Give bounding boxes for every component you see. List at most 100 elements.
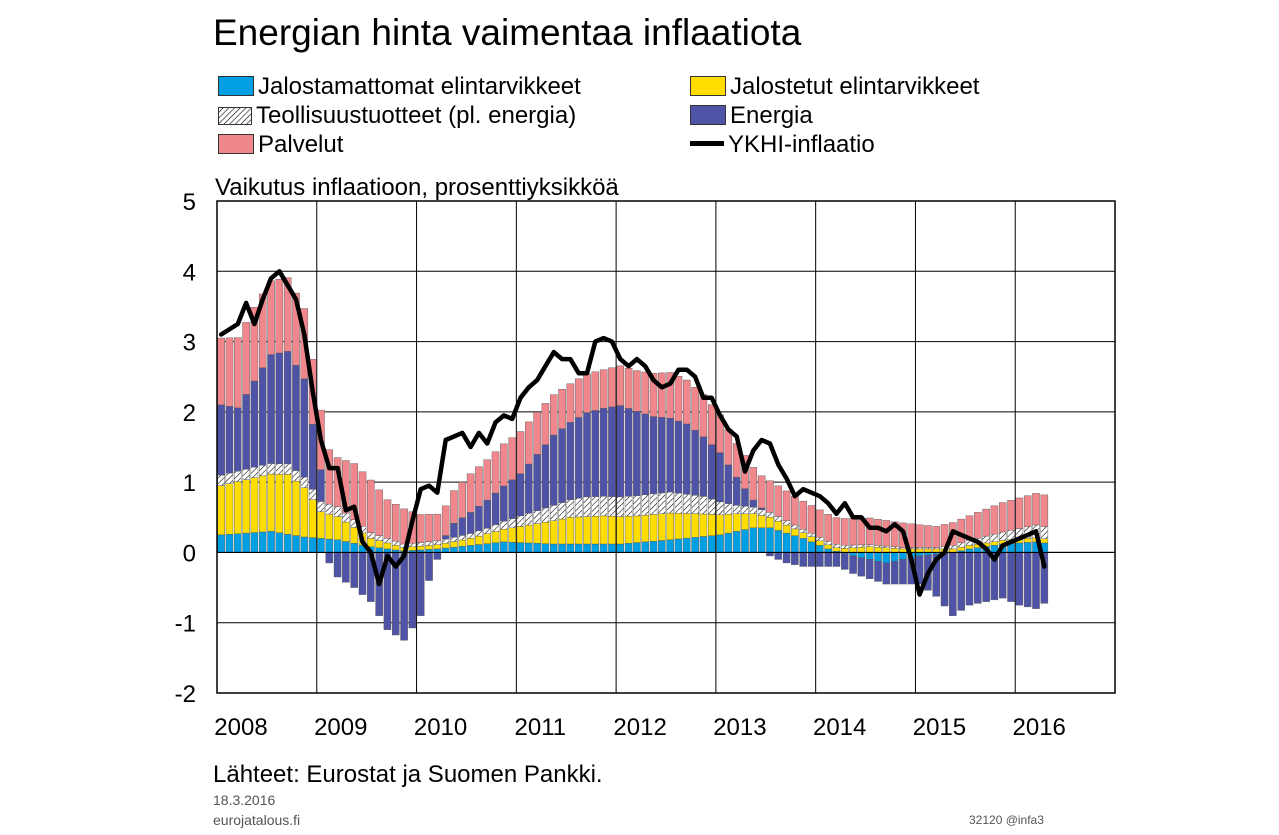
bar-segment bbox=[824, 544, 832, 550]
bar-segment bbox=[824, 552, 832, 567]
bar-segment bbox=[392, 545, 400, 551]
bar-segment bbox=[841, 553, 849, 570]
bar-segment bbox=[641, 494, 649, 516]
bar-segment bbox=[383, 499, 392, 539]
bar-segment bbox=[292, 364, 300, 471]
bar-segment bbox=[416, 542, 425, 547]
bar-segment bbox=[375, 535, 383, 541]
bar-segment bbox=[408, 552, 417, 629]
bar-segment bbox=[500, 520, 508, 530]
bar-segment bbox=[816, 545, 824, 553]
bar-segment bbox=[591, 410, 600, 497]
bar-segment bbox=[549, 543, 558, 553]
bar-segment bbox=[258, 465, 267, 477]
bar-segment bbox=[807, 552, 816, 567]
bar-segment bbox=[674, 492, 683, 514]
bar-segment bbox=[533, 454, 541, 511]
bar-segment bbox=[475, 530, 483, 537]
bar-segment bbox=[450, 541, 458, 548]
bar-segment bbox=[483, 459, 491, 501]
bar-segment bbox=[516, 431, 525, 474]
bar-segment bbox=[774, 516, 783, 522]
bar-segment bbox=[292, 470, 300, 482]
bar-segment bbox=[757, 527, 766, 553]
bar-segment bbox=[450, 490, 458, 524]
bar-segment bbox=[583, 496, 591, 517]
bar-segment bbox=[566, 517, 575, 545]
bar-segment bbox=[558, 518, 566, 545]
bar-segment bbox=[990, 505, 999, 535]
bar-segment bbox=[757, 507, 766, 510]
x-tick-label: 2010 bbox=[414, 714, 467, 741]
bar-segment bbox=[1015, 542, 1024, 553]
bar-segment bbox=[707, 444, 716, 500]
bar-segment bbox=[242, 322, 250, 395]
legend-label-unprocessed-food: Jalostamattomat elintarvikkeet bbox=[258, 73, 581, 100]
bar-segment bbox=[616, 405, 625, 498]
legend-swatch-services bbox=[218, 134, 254, 154]
x-tick-label: 2014 bbox=[813, 714, 866, 741]
bar-segment bbox=[683, 537, 691, 553]
bar-segment bbox=[699, 536, 708, 553]
bar-segment bbox=[566, 543, 575, 553]
bar-segment bbox=[816, 552, 824, 567]
bar-segment bbox=[525, 542, 533, 553]
bar-segment bbox=[308, 424, 317, 490]
bar-segment bbox=[267, 280, 275, 355]
bar-segment bbox=[300, 536, 309, 553]
chart-code: 32120 @infa3 bbox=[969, 813, 1044, 827]
bar-segment bbox=[441, 538, 450, 544]
bar-segment bbox=[549, 434, 558, 506]
bar-segment bbox=[491, 531, 500, 543]
bar-segment bbox=[483, 533, 491, 544]
bar-segment bbox=[691, 387, 699, 431]
bar-segment bbox=[325, 503, 334, 515]
bar-segment bbox=[807, 536, 816, 543]
bar-segment bbox=[974, 547, 982, 553]
bar-segment bbox=[433, 552, 442, 560]
bar-segment bbox=[716, 501, 724, 516]
bar-segment bbox=[741, 513, 749, 530]
bar-segment bbox=[225, 483, 234, 535]
bar-segment bbox=[508, 518, 516, 529]
bar-segment bbox=[907, 523, 916, 548]
bar-segment bbox=[525, 421, 533, 465]
bar-segment bbox=[558, 502, 566, 520]
bar-segment bbox=[649, 416, 658, 495]
bar-segment bbox=[666, 491, 674, 514]
hicp-line bbox=[218, 269, 1047, 597]
bar-segment bbox=[832, 552, 841, 567]
bar-segment bbox=[441, 505, 450, 536]
bar-segment bbox=[458, 546, 467, 553]
bar-segment bbox=[367, 479, 375, 533]
x-tick-label: 2016 bbox=[1013, 714, 1066, 741]
bar-segment bbox=[458, 535, 467, 541]
bar-segment bbox=[716, 534, 724, 553]
bar-segment bbox=[791, 495, 799, 526]
bar-segment bbox=[475, 466, 483, 507]
bar-segment bbox=[957, 546, 965, 551]
bar-segment bbox=[483, 543, 491, 553]
bar-segment bbox=[641, 371, 649, 415]
bar-segment bbox=[292, 535, 300, 553]
bar-segment bbox=[1007, 530, 1015, 540]
bar-segment bbox=[849, 544, 857, 549]
bar-segment bbox=[599, 369, 608, 409]
bar-segment bbox=[574, 543, 583, 553]
bar-segment bbox=[516, 526, 525, 543]
bar-segment bbox=[283, 533, 292, 553]
bar-segment bbox=[549, 394, 558, 436]
bar-segment bbox=[849, 547, 857, 553]
bar-segment bbox=[666, 512, 674, 540]
bar-segment bbox=[749, 506, 758, 514]
bar-segment bbox=[724, 514, 733, 534]
bar-segment bbox=[500, 443, 508, 487]
bar-segment bbox=[300, 477, 309, 488]
bar-segment bbox=[325, 449, 334, 505]
bar-segment bbox=[599, 408, 608, 497]
bar-segment bbox=[317, 538, 325, 553]
bar-segment bbox=[408, 543, 417, 548]
bar-segment bbox=[641, 541, 649, 553]
bar-segment bbox=[408, 546, 417, 551]
